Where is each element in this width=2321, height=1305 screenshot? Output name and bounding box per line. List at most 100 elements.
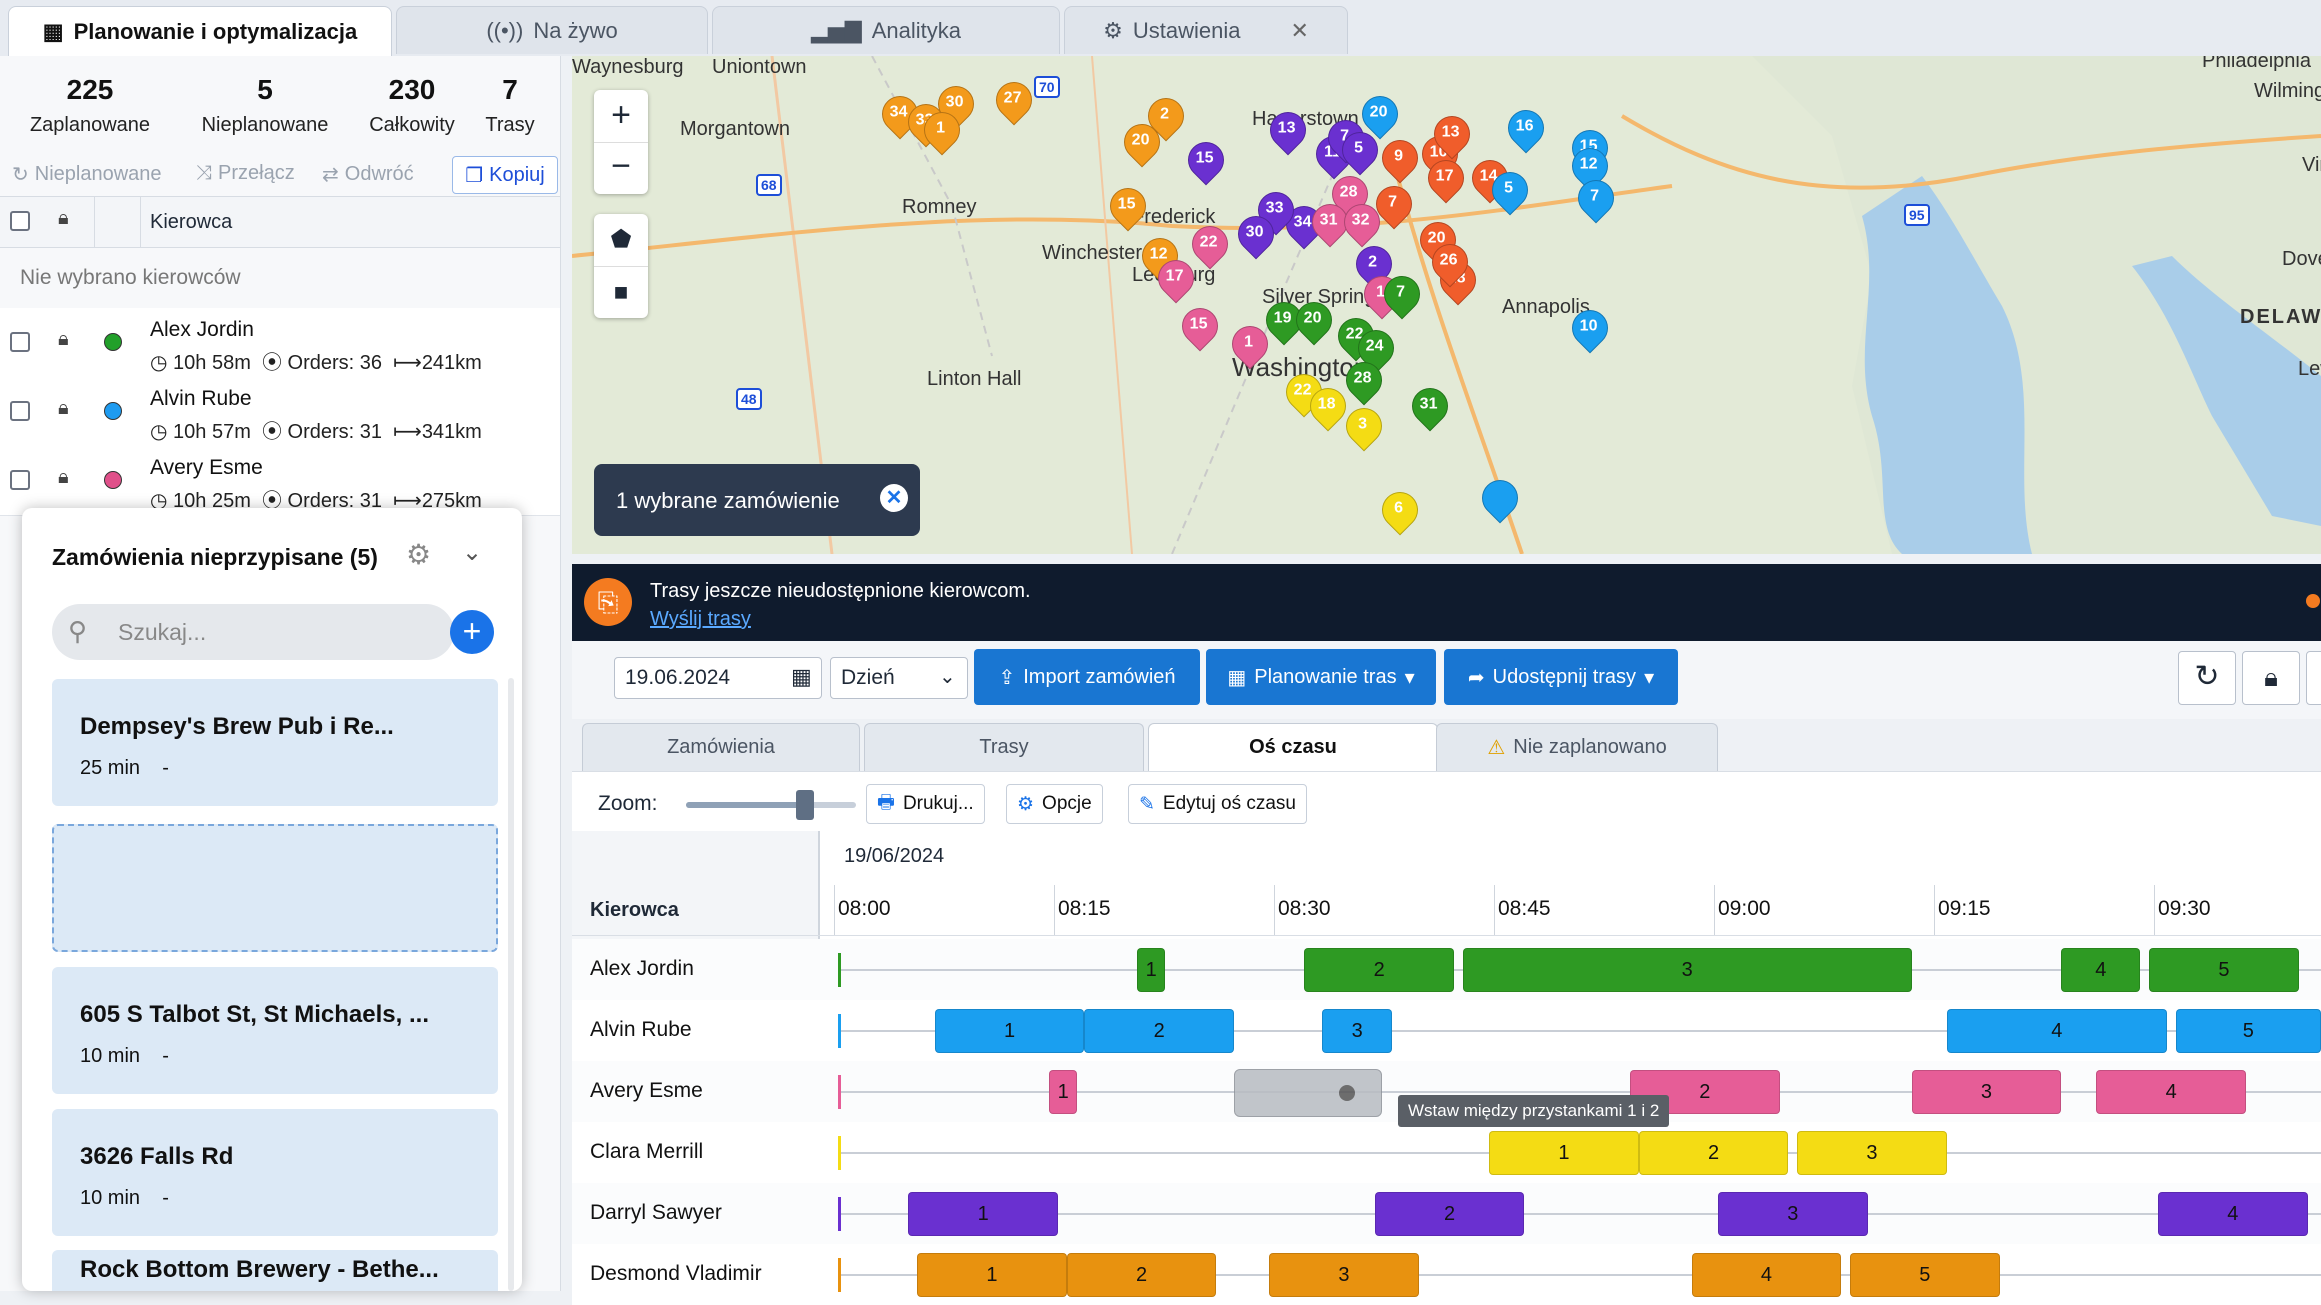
gear-icon[interactable]: ⚙: [406, 539, 432, 570]
tab-unscheduled[interactable]: ⚠ Nie zaplanowano: [1436, 723, 1718, 771]
drag-ghost[interactable]: [1234, 1069, 1382, 1117]
stop-block[interactable]: 2: [1638, 1131, 1789, 1175]
stop-block[interactable]: 3: [1911, 1070, 2062, 1114]
order-card[interactable]: 3626 Falls Rd 10 min -: [52, 1109, 498, 1236]
calendar-icon[interactable]: ▦: [791, 664, 812, 689]
bar-chart-icon: ▂▅▇: [810, 17, 862, 43]
add-order-button[interactable]: +: [450, 610, 494, 654]
order-details: 25 min -: [80, 757, 169, 780]
chevron-down-icon: ⌄: [939, 666, 956, 688]
map-view[interactable]: + − ⬟ ■ 1 wybrane zamówienie ✕ Uniontown…: [572, 56, 2321, 554]
timeline-driver-name: Clara Merrill: [590, 1140, 704, 1163]
more-button[interactable]: [2306, 651, 2321, 705]
period-select[interactable]: Dzień ⌄: [830, 657, 968, 699]
stop-block[interactable]: 4: [1946, 1009, 2167, 1053]
stop-block[interactable]: 1: [1049, 1070, 1078, 1114]
select-all-checkbox[interactable]: [10, 211, 30, 231]
time-tick-label: 08:30: [1278, 897, 1331, 920]
stop-block[interactable]: 1: [934, 1009, 1085, 1053]
tab-planning[interactable]: ▦ Planowanie i optymalizacja: [8, 6, 392, 56]
drag-handle[interactable]: [1339, 1085, 1355, 1101]
lock-icon[interactable]: 🔒︎: [58, 207, 69, 229]
options-button[interactable]: ⚙ Opcje: [1006, 784, 1103, 824]
switch-button[interactable]: ⤨ Przełącz: [196, 162, 295, 184]
stop-block[interactable]: 5: [1850, 1253, 2000, 1297]
zoom-slider-thumb[interactable]: [796, 790, 814, 820]
tab-routes[interactable]: Trasy: [864, 723, 1144, 771]
stop-block[interactable]: 1: [908, 1192, 1058, 1236]
stop-block[interactable]: 3: [1462, 948, 1912, 992]
lock-icon[interactable]: 🔒︎: [58, 397, 69, 419]
zoom-label: Zoom:: [598, 792, 658, 815]
stop-block[interactable]: 2: [1066, 1253, 1217, 1297]
tab-timeline[interactable]: Oś czasu: [1148, 723, 1438, 771]
scrollbar[interactable]: [508, 678, 514, 1291]
order-details: 10 min -: [80, 1187, 169, 1210]
stop-block[interactable]: 5: [2149, 948, 2299, 992]
tab-settings[interactable]: ⚙ Ustawienia ✕: [1064, 6, 1348, 54]
close-icon[interactable]: ✕: [1290, 17, 1309, 43]
driver-checkbox[interactable]: [10, 332, 30, 352]
stop-block[interactable]: 3: [1718, 1192, 1868, 1236]
chevron-down-icon[interactable]: ⌄: [462, 539, 483, 566]
reverse-button[interactable]: ⇄ Odwróć: [322, 163, 414, 186]
clear-selection-icon[interactable]: ✕: [880, 484, 908, 512]
route-planning-button[interactable]: ▦ Planowanie tras ▾: [1206, 649, 1436, 705]
order-card[interactable]: Dempsey's Brew Pub i Re... 25 min -: [52, 679, 498, 806]
send-routes-link[interactable]: Wyślij trasy: [650, 608, 751, 630]
selected-orders-chip[interactable]: 1 wybrane zamówienie ✕: [594, 464, 920, 536]
driver-row[interactable]: 🔒︎ Avery Esme ◷ 10h 25m ⦿ Orders: 31 ⟼27…: [0, 446, 560, 516]
zoom-slider[interactable]: [686, 790, 856, 820]
stop-block[interactable]: 3: [1269, 1253, 1419, 1297]
zoom-in-button[interactable]: +: [594, 90, 648, 143]
order-card[interactable]: Rock Bottom Brewery - Bethe...: [52, 1250, 498, 1291]
print-button[interactable]: 🖶 Drukuj...: [866, 784, 985, 824]
tab-analytics[interactable]: ▂▅▇ Analityka: [712, 6, 1060, 54]
order-card[interactable]: 605 S Talbot St, St Michaels, ... 10 min…: [52, 967, 498, 1094]
lock-icon[interactable]: 🔒︎: [58, 466, 69, 488]
tab-live[interactable]: ((•)) Na żywo: [396, 6, 708, 54]
search-input[interactable]: Szukaj...: [118, 619, 207, 645]
lock-icon[interactable]: 🔒︎: [2242, 651, 2300, 705]
stop-block[interactable]: 1: [917, 1253, 1067, 1297]
driver-row[interactable]: 🔒︎ Alvin Rube ◷ 10h 57m ⦿ Orders: 31 ⟼34…: [0, 377, 560, 447]
map-pin-label: 22: [1199, 233, 1218, 251]
driver-checkbox[interactable]: [10, 470, 30, 490]
edit-timeline-button[interactable]: ✎ Edytuj oś czasu: [1128, 784, 1307, 824]
swap-icon: ⇄: [322, 164, 339, 186]
unplanned-button[interactable]: ↻ Nieplanowane: [12, 163, 162, 186]
refresh-icon[interactable]: ↻: [2178, 651, 2236, 705]
share-routes-button[interactable]: ➦ Udostępnij trasy ▾: [1444, 649, 1678, 705]
stat-label: Zaplanowane: [29, 114, 151, 136]
stop-block[interactable]: 2: [1084, 1009, 1234, 1053]
search-field[interactable]: ⚲ Szukaj...: [52, 604, 454, 660]
rectangle-icon[interactable]: ■: [613, 279, 629, 306]
order-title: Dempsey's Brew Pub i Re...: [80, 713, 394, 740]
polygon-icon[interactable]: ⬟: [594, 214, 648, 267]
stop-block[interactable]: 3: [1322, 1009, 1393, 1053]
stop-block[interactable]: 2: [1304, 948, 1454, 992]
stop-block[interactable]: 3: [1797, 1131, 1947, 1175]
tab-orders[interactable]: Zamówienia: [582, 723, 860, 771]
stop-block[interactable]: 1: [1137, 948, 1166, 992]
driver-checkbox[interactable]: [10, 401, 30, 421]
stop-block[interactable]: 2: [1374, 1192, 1525, 1236]
stop-block[interactable]: 4: [1691, 1253, 1842, 1297]
timeline-driver-name: Avery Esme: [590, 1079, 703, 1102]
copy-button[interactable]: ❐ Kopiuj: [452, 156, 558, 194]
stop-block[interactable]: 4: [2096, 1070, 2246, 1114]
driver-color-dot: [104, 402, 122, 420]
zoom-out-button[interactable]: −: [611, 147, 631, 185]
map-pin-label: 27: [1003, 89, 1022, 107]
stop-block[interactable]: 4: [2061, 948, 2141, 992]
stop-block[interactable]: 4: [2158, 1192, 2308, 1236]
lock-icon[interactable]: 🔒︎: [58, 328, 69, 350]
stat-label: Całkowity: [369, 114, 455, 136]
import-orders-button[interactable]: ⇪ Import zamówień: [974, 649, 1200, 705]
driver-row[interactable]: 🔒︎ Alex Jordin ◷ 10h 58m ⦿ Orders: 36 ⟼2…: [0, 308, 560, 378]
stop-block[interactable]: 5: [2175, 1009, 2321, 1053]
calendar-icon: ▦: [1227, 666, 1247, 689]
map-pin-label: 13: [1277, 119, 1296, 137]
date-field[interactable]: 19.06.2024 ▦: [614, 657, 822, 699]
stop-block[interactable]: 1: [1489, 1131, 1639, 1175]
